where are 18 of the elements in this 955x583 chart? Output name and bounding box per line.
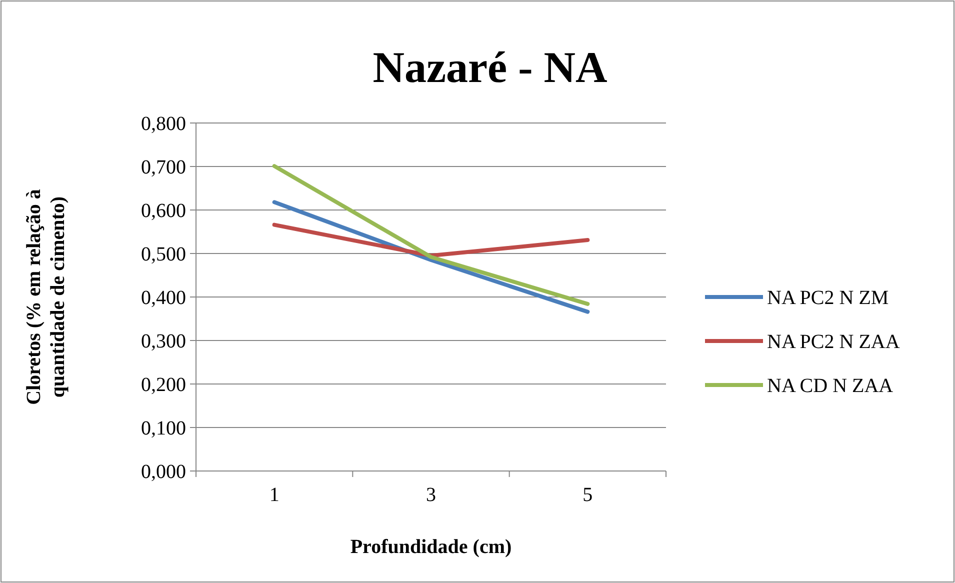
legend-label: NA PC2 N ZAA [767,331,900,353]
legend-label: NA PC2 N ZM [767,287,889,309]
y-tick-label: 0,500 [141,244,186,266]
y-tick-label: 0,000 [141,461,186,483]
y-tick-label: 0,700 [141,156,186,178]
y-tick-label: 0,400 [141,287,186,309]
y-tick-label: 0,200 [141,374,186,396]
y-tick-label: 0,100 [141,418,186,440]
y-tick-label: 0,300 [141,330,186,352]
legend-label: NA CD N ZAA [767,375,894,397]
x-axis-title: Profundidade (cm) [350,536,512,558]
x-tick-label: 5 [582,484,593,506]
y-tick-label: 0,800 [141,113,186,135]
y-axis-title: Cloretos (% em relação à quantidade de cimento) [23,189,69,405]
y-tick-label: 0,600 [141,200,186,222]
chart-title: Nazaré - NA [372,43,608,92]
x-tick-label: 3 [426,484,436,506]
x-tick-label: 1 [269,484,280,506]
